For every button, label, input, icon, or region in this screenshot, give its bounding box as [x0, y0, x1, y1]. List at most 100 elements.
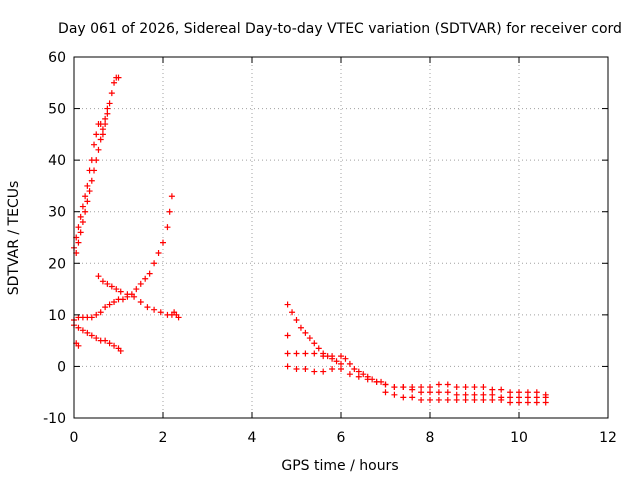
x-tick-label: 6: [337, 430, 346, 446]
data-point: [355, 373, 362, 380]
data-point: [489, 396, 496, 403]
data-point: [88, 332, 95, 339]
data-point: [151, 306, 158, 313]
data-point: [453, 396, 460, 403]
data-point: [427, 396, 433, 403]
data-point: [151, 260, 158, 267]
x-tick-label: 10: [510, 430, 528, 446]
data-point: [311, 340, 318, 347]
data-point: [102, 121, 109, 128]
data-point: [311, 350, 318, 357]
data-point: [453, 384, 460, 391]
data-point: [137, 298, 144, 305]
data-point: [88, 314, 95, 321]
data-point: [489, 386, 496, 393]
data-point: [302, 350, 309, 357]
data-point: [302, 329, 309, 336]
data-point: [355, 368, 362, 375]
data-point: [498, 396, 505, 403]
data-point: [297, 324, 304, 331]
data-point: [111, 298, 118, 305]
data-point: [471, 384, 478, 391]
series-arc-7-low-tail: [342, 355, 549, 401]
data-point: [91, 167, 98, 174]
data-point: [320, 368, 327, 375]
data-point: [93, 335, 100, 342]
data-point: [77, 213, 84, 220]
data-point: [435, 389, 442, 396]
data-point: [108, 90, 115, 97]
data-point: [93, 157, 100, 164]
data-point: [168, 193, 175, 200]
data-point: [329, 366, 336, 373]
y-tick-label: 10: [48, 308, 66, 324]
data-point: [542, 391, 549, 398]
data-point: [108, 283, 115, 290]
series-arc-6-flat: [284, 350, 344, 375]
data-point: [155, 249, 162, 256]
data-point: [427, 384, 433, 391]
data-point: [82, 208, 89, 215]
data-point: [400, 384, 407, 391]
data-point: [111, 79, 118, 86]
data-point: [95, 273, 102, 280]
data-point: [524, 399, 531, 406]
data-point: [418, 389, 425, 396]
data-point: [360, 371, 367, 378]
data-point: [84, 329, 91, 336]
data-point: [315, 345, 322, 352]
data-point: [102, 304, 109, 311]
data-point: [293, 317, 300, 324]
data-point: [97, 136, 104, 143]
data-point: [284, 350, 291, 357]
data-point: [533, 389, 540, 396]
data-point: [542, 399, 549, 406]
y-tick-label: 30: [48, 205, 66, 221]
data-point: [444, 396, 451, 403]
data-point: [453, 391, 460, 398]
data-point: [382, 389, 389, 396]
data-point: [329, 353, 336, 360]
data-point: [471, 396, 478, 403]
data-point: [106, 340, 113, 347]
data-point: [157, 309, 164, 316]
y-tick-label: 50: [48, 102, 66, 118]
data-point: [306, 335, 313, 342]
data-point: [99, 131, 106, 138]
data-point: [435, 381, 442, 388]
data-point: [93, 311, 100, 318]
x-axis-label: GPS time / hours: [281, 458, 398, 474]
data-point: [102, 337, 109, 344]
y-tick-label: -10: [43, 411, 66, 427]
x-tick-labels: 0 2 4 6 8 10 12: [70, 430, 617, 446]
data-point: [164, 224, 171, 231]
data-point: [418, 396, 425, 403]
series-arc-1b-parallel: [73, 105, 111, 256]
data-point: [124, 291, 131, 298]
data-point: [131, 293, 138, 300]
data-point: [115, 74, 122, 81]
data-point: [351, 366, 358, 373]
data-point: [99, 278, 106, 285]
data-point: [462, 391, 469, 398]
x-tick-label: 2: [159, 430, 168, 446]
data-point: [111, 342, 118, 349]
data-point: [86, 188, 93, 195]
data-point: [364, 376, 371, 383]
data-point: [516, 399, 522, 406]
data-point: [462, 396, 469, 403]
data-point: [409, 384, 416, 391]
data-point: [516, 389, 522, 396]
tick-marks: [73, 56, 609, 419]
y-axis-label: SDTVAR / TECUs: [6, 181, 22, 296]
y-tick-label: 20: [48, 256, 66, 272]
data-point: [79, 203, 86, 210]
data-point: [75, 324, 82, 331]
data-point: [104, 110, 111, 117]
data-point: [480, 391, 487, 398]
data-point: [119, 296, 126, 303]
data-point: [284, 332, 291, 339]
data-point: [373, 378, 380, 385]
series-arc-7c-lower-tail: [382, 389, 549, 406]
